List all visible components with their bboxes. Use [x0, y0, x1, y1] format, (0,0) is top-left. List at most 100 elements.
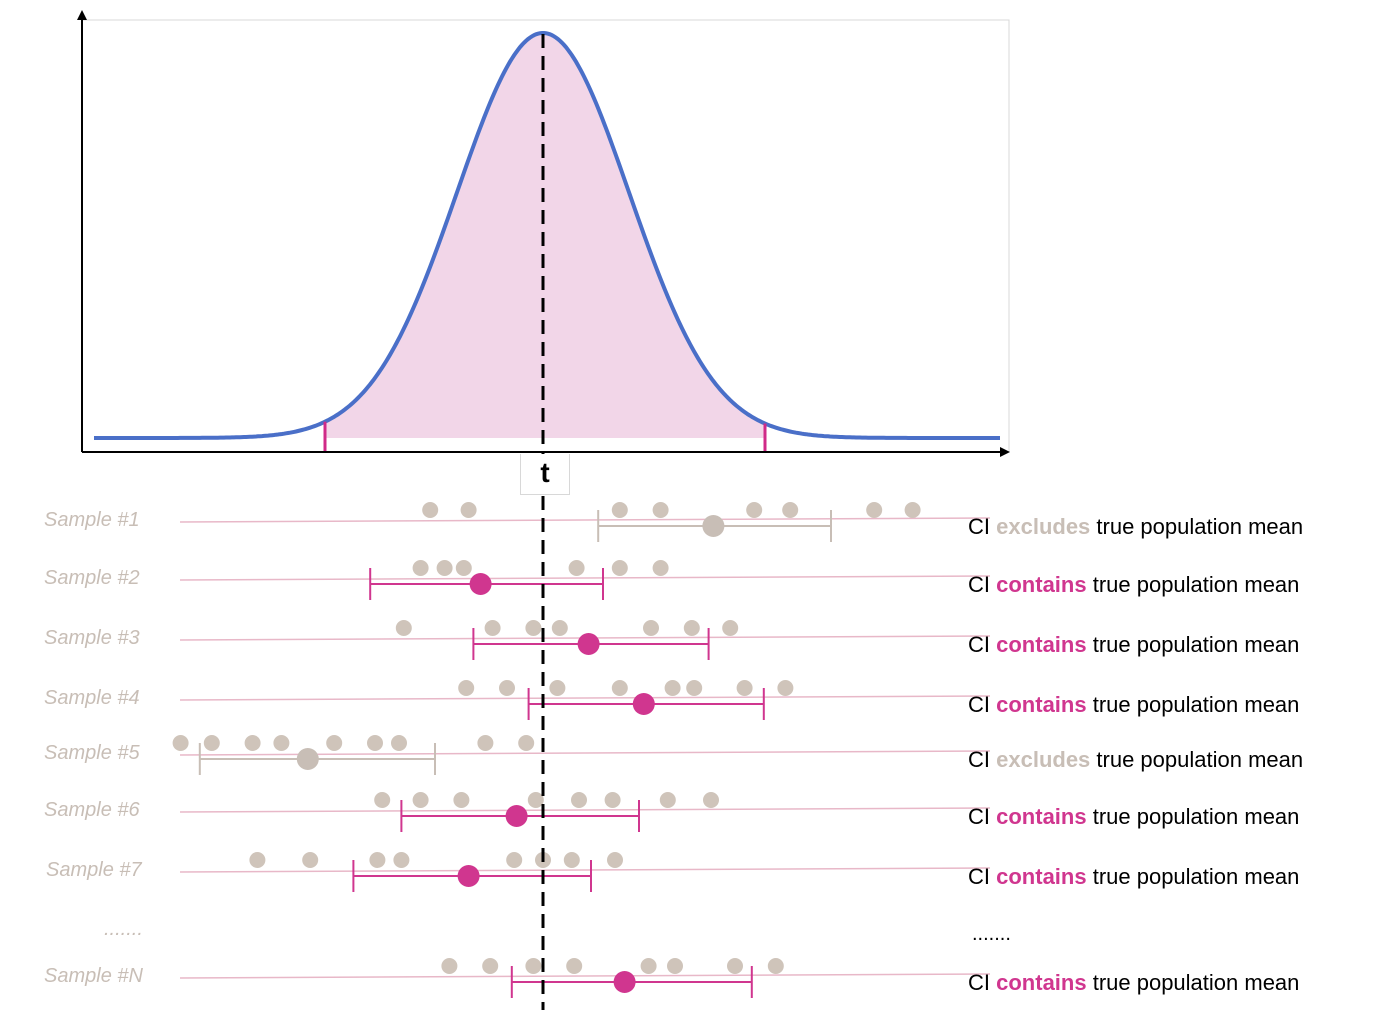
sample-row — [179, 680, 991, 720]
sample-data-point — [422, 502, 439, 518]
ci-status-keyword: excludes — [996, 514, 1091, 539]
ci-prefix: CI — [968, 572, 997, 597]
ci-result-text: CI excludes true population mean — [968, 514, 1303, 540]
sample-mean-point — [613, 971, 636, 993]
sample-data-point — [571, 792, 587, 808]
sample-data-point — [527, 792, 544, 808]
sample-row — [179, 958, 991, 998]
ci-suffix: true population mean — [1086, 970, 1300, 995]
sample-mean-point — [296, 748, 319, 770]
sample-data-point — [477, 735, 494, 751]
sample-data-point — [518, 735, 535, 751]
sample-data-point — [566, 958, 583, 974]
sample-data-point — [482, 958, 499, 974]
sample-baseline — [179, 973, 991, 979]
ci-status-keyword: contains — [996, 864, 1087, 889]
y-axis-arrowhead — [77, 10, 87, 20]
ci-suffix: true population mean — [1086, 692, 1300, 717]
sample-data-point — [302, 852, 319, 868]
sample-data-point — [369, 852, 386, 868]
sample-data-point — [458, 680, 475, 696]
sample-data-point — [611, 680, 628, 696]
sample-row — [179, 502, 991, 542]
sample-data-point — [391, 735, 407, 751]
ellipsis-right: ....... — [972, 923, 1011, 945]
ci-suffix: true population mean — [1086, 804, 1300, 829]
ci-prefix: CI — [968, 864, 997, 889]
sample-label: Sample #5 — [44, 742, 140, 764]
t-label-box: t — [520, 454, 570, 495]
central-area-fill — [325, 33, 765, 438]
sample-data-point — [412, 792, 429, 808]
sample-row — [179, 792, 991, 832]
sample-row — [172, 735, 991, 775]
sample-data-point — [273, 735, 290, 751]
sample-data-point — [611, 560, 628, 576]
ci-suffix: true population mean — [1086, 632, 1300, 657]
sample-data-point — [506, 852, 523, 868]
ci-result-text: CI contains true population mean — [968, 632, 1299, 658]
sample-data-point — [203, 735, 220, 751]
ci-suffix: true population mean — [1090, 514, 1304, 539]
sample-row — [179, 852, 991, 892]
sample-data-point — [777, 680, 794, 696]
sample-data-point — [607, 852, 623, 868]
sample-data-point — [326, 735, 343, 751]
sample-rows — [172, 502, 991, 998]
sample-data-point — [659, 792, 676, 808]
sample-label: Sample #1 — [44, 509, 140, 531]
sample-data-point — [395, 620, 412, 636]
ci-status-keyword: excludes — [996, 747, 1091, 772]
sample-data-point — [455, 560, 472, 576]
sample-data-point — [722, 620, 739, 636]
ci-suffix: true population mean — [1086, 572, 1300, 597]
sample-mean-point — [457, 865, 480, 887]
sample-data-point — [563, 852, 580, 868]
sample-data-point — [736, 680, 753, 696]
sample-data-point — [904, 502, 921, 518]
ci-prefix: CI — [968, 804, 997, 829]
sample-data-point — [367, 735, 383, 751]
sample-data-point — [525, 620, 542, 636]
ci-status-keyword: contains — [996, 572, 1087, 597]
ci-suffix: true population mean — [1086, 864, 1300, 889]
sample-data-point — [652, 560, 669, 576]
ci-result-text: CI contains true population mean — [968, 864, 1299, 890]
t-distribution-curve — [94, 31, 1000, 440]
ci-result-text: CI contains true population mean — [968, 572, 1299, 598]
sample-baseline — [179, 517, 991, 523]
sample-data-point — [866, 502, 883, 518]
sample-data-point — [441, 958, 458, 974]
sample-data-point — [664, 680, 681, 696]
sample-data-point — [767, 958, 784, 974]
ci-prefix: CI — [968, 514, 997, 539]
sample-data-point — [453, 792, 470, 808]
sample-data-point — [686, 680, 703, 696]
ci-prefix: CI — [968, 970, 997, 995]
ci-prefix: CI — [968, 692, 997, 717]
sample-data-point — [643, 620, 659, 636]
sample-data-point — [374, 792, 391, 808]
sample-data-point — [782, 502, 799, 518]
sample-data-point — [393, 852, 410, 868]
sample-label: Sample #6 — [44, 799, 140, 821]
sample-label: Sample #2 — [44, 567, 140, 589]
ci-status-keyword: contains — [996, 632, 1087, 657]
ci-prefix: CI — [968, 632, 997, 657]
ci-status-keyword: contains — [996, 804, 1087, 829]
sample-mean-point — [702, 515, 725, 537]
sample-data-point — [412, 560, 429, 576]
sample-label: Sample #N — [44, 965, 143, 987]
ellipsis-left: ....... — [104, 918, 143, 940]
sample-mean-point — [469, 573, 492, 595]
sample-data-point — [172, 735, 189, 751]
sample-data-point — [746, 502, 763, 518]
sample-data-point — [460, 502, 477, 518]
sample-baseline — [179, 867, 991, 873]
sample-data-point — [484, 620, 501, 636]
sample-data-point — [640, 958, 657, 974]
ci-prefix: CI — [968, 747, 997, 772]
sample-data-point — [703, 792, 719, 808]
sample-data-point — [611, 502, 628, 518]
sample-label: Sample #3 — [44, 627, 140, 649]
